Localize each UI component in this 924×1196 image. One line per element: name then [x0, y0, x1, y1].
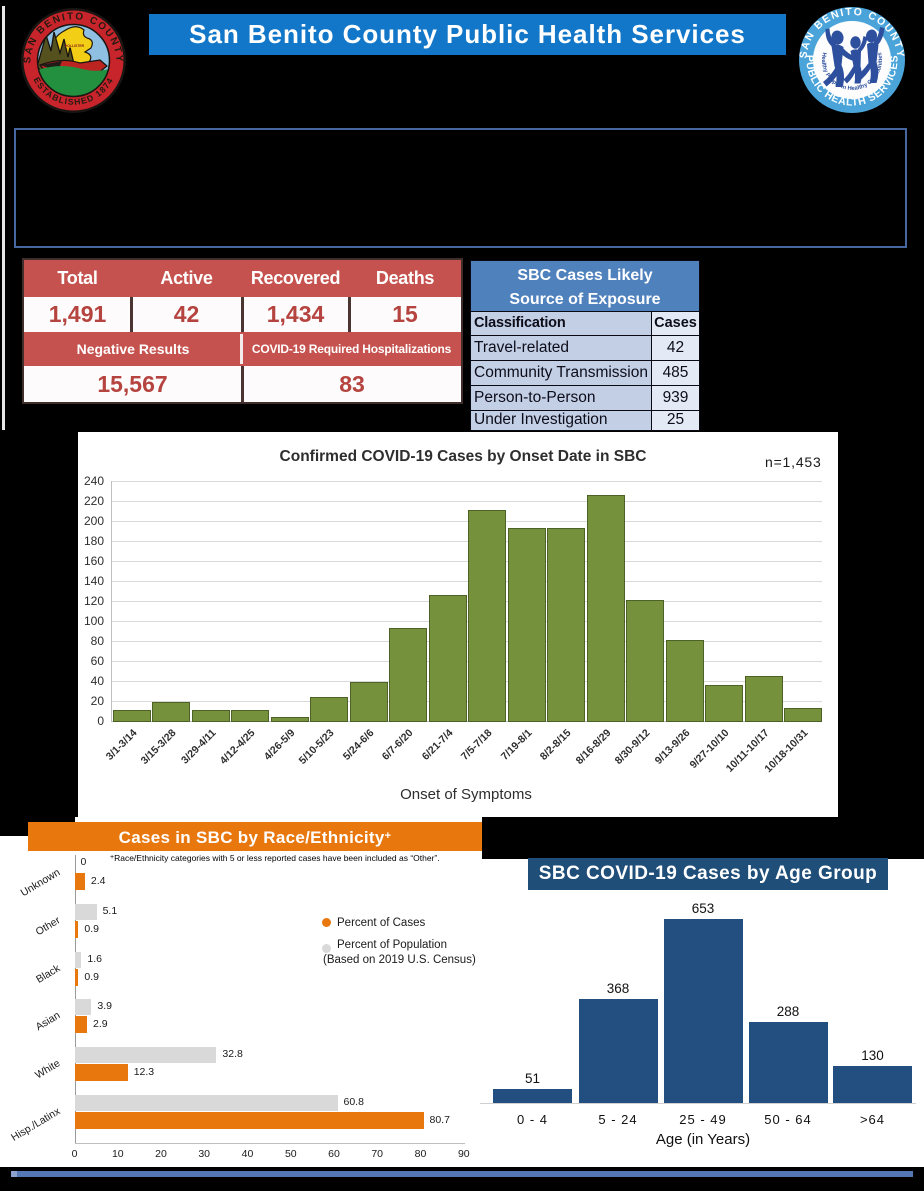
- svg-text:HOLLISTER: HOLLISTER: [65, 44, 85, 48]
